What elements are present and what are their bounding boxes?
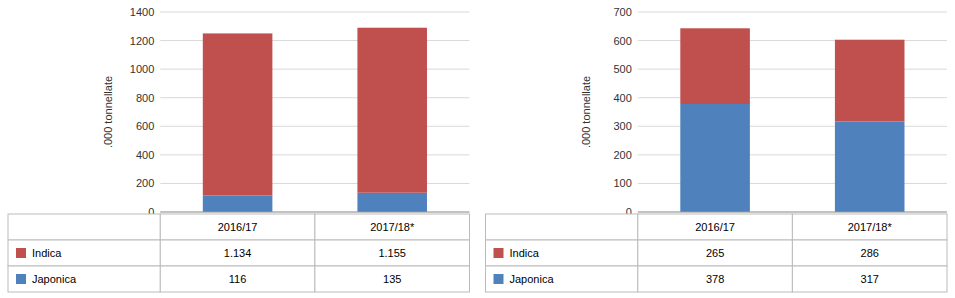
y-tick-label: 600 bbox=[136, 120, 154, 132]
legend-label: Indica bbox=[510, 247, 540, 259]
category-label: 2017/18* bbox=[848, 221, 893, 233]
y-tick-label: 200 bbox=[136, 177, 154, 189]
value-label: 135 bbox=[383, 273, 401, 285]
table-cell bbox=[638, 266, 793, 292]
y-tick-label: 1200 bbox=[130, 35, 154, 47]
table-cell bbox=[486, 240, 638, 266]
value-label: 1.155 bbox=[378, 247, 406, 259]
data-table: 2016/17 2017/18* Indica 265 286 Japonica 378 31… bbox=[486, 214, 948, 292]
value-label: 378 bbox=[706, 273, 724, 285]
chart-panel: 0100200300400500600700.000 tonnellate201… bbox=[486, 6, 948, 292]
table-cell bbox=[315, 266, 470, 292]
legend-swatch bbox=[16, 248, 26, 258]
chart-panel: 0200400600800100012001400.000 tonnellate… bbox=[8, 6, 470, 292]
y-tick-label: 700 bbox=[613, 6, 631, 18]
chart-canvas: 0200400600800100012001400.000 tonnellate… bbox=[0, 0, 955, 298]
legend-label: Indica bbox=[32, 247, 62, 259]
y-tick-label: 200 bbox=[613, 149, 631, 161]
y-axis-label: .000 tonnellate bbox=[102, 76, 114, 148]
legend-swatch bbox=[494, 248, 504, 258]
category-label: 2017/18* bbox=[370, 221, 415, 233]
y-tick-label: 1000 bbox=[130, 63, 154, 75]
table-cell bbox=[160, 214, 315, 240]
table-cell bbox=[638, 240, 793, 266]
legend-swatch bbox=[494, 274, 504, 284]
table-cell bbox=[8, 266, 160, 292]
table-cell bbox=[792, 240, 947, 266]
bar-segment bbox=[357, 28, 427, 193]
legend-swatch bbox=[16, 274, 26, 284]
bars bbox=[203, 28, 427, 212]
category-label: 2016/17 bbox=[218, 221, 258, 233]
y-tick-label: 400 bbox=[613, 92, 631, 104]
x-axis-line bbox=[638, 212, 947, 213]
data-table: 2016/17 2017/18* Indica 1.134 1.155 Japonica 1… bbox=[8, 214, 470, 292]
bar-segment bbox=[680, 104, 750, 212]
bar-segment bbox=[835, 40, 905, 122]
category-label: 2016/17 bbox=[695, 221, 735, 233]
y-tick-label: 600 bbox=[613, 35, 631, 47]
bars bbox=[680, 28, 904, 212]
bar-segment bbox=[203, 195, 273, 212]
grid-line bbox=[638, 12, 947, 13]
table-cell bbox=[486, 214, 638, 240]
grid-line bbox=[160, 12, 469, 13]
table-cell bbox=[315, 214, 470, 240]
value-label: 317 bbox=[861, 273, 879, 285]
table-cell bbox=[486, 266, 638, 292]
table-cell bbox=[160, 240, 315, 266]
y-tick-label: 500 bbox=[613, 63, 631, 75]
table-cell bbox=[638, 214, 793, 240]
table-cell bbox=[160, 266, 315, 292]
bar-segment bbox=[835, 121, 905, 212]
y-tick-label: 800 bbox=[136, 92, 154, 104]
bar-segment bbox=[680, 28, 750, 104]
table-cell bbox=[315, 240, 470, 266]
grid-line bbox=[160, 212, 469, 213]
table-cell bbox=[792, 266, 947, 292]
y-axis-label: .000 tonnellate bbox=[580, 76, 592, 148]
legend-label: Japonica bbox=[510, 273, 555, 285]
y-tick-label: 300 bbox=[613, 120, 631, 132]
legend-label: Japonica bbox=[32, 273, 77, 285]
x-axis-line bbox=[160, 212, 469, 213]
y-tick-label: 400 bbox=[136, 149, 154, 161]
bar-segment bbox=[357, 193, 427, 212]
grid-line bbox=[638, 212, 947, 213]
table-cell bbox=[792, 214, 947, 240]
value-label: 265 bbox=[706, 247, 724, 259]
value-label: 1.134 bbox=[224, 247, 252, 259]
value-label: 116 bbox=[229, 273, 247, 285]
y-tick-label: 1400 bbox=[130, 6, 154, 18]
table-cell bbox=[8, 240, 160, 266]
bar-segment bbox=[203, 33, 273, 195]
y-tick-label: 100 bbox=[613, 177, 631, 189]
value-label: 286 bbox=[861, 247, 879, 259]
table-cell bbox=[8, 214, 160, 240]
